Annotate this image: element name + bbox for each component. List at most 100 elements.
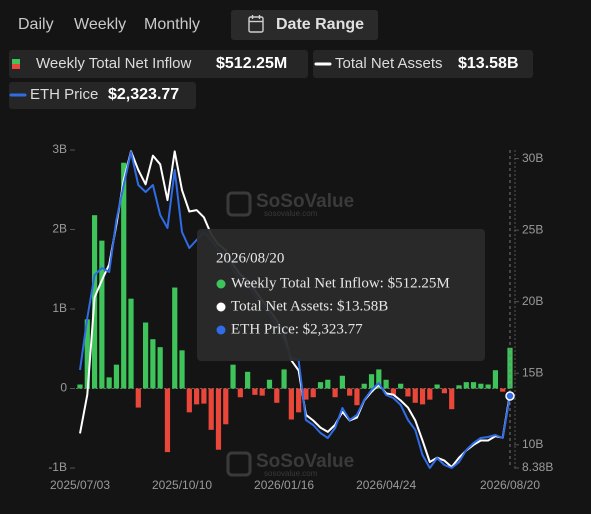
bar (427, 388, 433, 400)
bar (368, 374, 375, 389)
bar (128, 298, 134, 389)
bar (317, 382, 324, 389)
bar (106, 377, 112, 389)
tooltip-dot (216, 302, 226, 312)
bar (412, 388, 418, 403)
bar (332, 388, 338, 398)
bar (434, 384, 440, 389)
bar (157, 347, 163, 389)
bar (296, 388, 302, 413)
hover-point (505, 391, 515, 401)
tab[interactable]: Monthly (144, 16, 200, 33)
bar (361, 383, 367, 389)
bar (259, 388, 265, 396)
bar (470, 382, 477, 389)
y-tick-label: 3B (52, 142, 67, 156)
tooltip-item: Total Net Assets: $13.58B (231, 298, 388, 314)
bar (456, 385, 462, 389)
bar (463, 382, 469, 389)
y2-tick-label: 15B (522, 365, 543, 379)
y-tick-label: 0 (60, 381, 67, 395)
bar (390, 388, 396, 396)
watermark: SoSoValue (256, 451, 354, 472)
y2-tick-label: 8.38B (522, 460, 553, 474)
x-tick-label: 2026/01/16 (254, 478, 314, 492)
bar (113, 364, 120, 389)
legend-value: $13.58B (458, 55, 519, 72)
legend-label[interactable]: Total Net Assets (335, 55, 443, 72)
legend-chip[interactable] (9, 50, 308, 78)
bar (339, 375, 345, 389)
bar (208, 388, 214, 430)
legend-label[interactable]: ETH Price (30, 86, 98, 103)
bar (398, 383, 404, 389)
watermark: SoSoValue (256, 191, 354, 212)
bar (215, 388, 222, 450)
legend-icon (12, 64, 20, 69)
bar (376, 369, 382, 389)
y2-tick-label: 10B (522, 437, 543, 451)
bar (77, 384, 83, 389)
bar (485, 384, 491, 389)
bar (274, 388, 280, 403)
bar (223, 388, 229, 425)
watermark-logo (226, 191, 252, 217)
bar (492, 370, 499, 389)
tooltip-box (197, 229, 485, 361)
y2-tick-label: 30B (522, 151, 543, 165)
tooltip-dot (216, 279, 226, 289)
legend-icon (12, 59, 20, 64)
bar (449, 388, 455, 410)
x-tick-label: 2026/08/20 (480, 478, 540, 492)
tooltip-item: ETH Price: $2,323.77 (231, 321, 363, 337)
bar (266, 379, 273, 389)
bar (245, 371, 251, 389)
bar (354, 388, 360, 406)
bar (281, 369, 287, 389)
tooltip-dot (216, 325, 226, 335)
tab[interactable]: Daily (18, 16, 54, 33)
bar (201, 388, 207, 404)
bar (252, 388, 258, 395)
tooltip-item: Weekly Total Net Inflow: $512.25M (231, 275, 450, 291)
legend-value: $2,323.77 (108, 86, 179, 103)
bar (179, 350, 185, 389)
bar (310, 388, 316, 398)
y2-tick-label: 25B (522, 222, 543, 236)
watermark-logo (226, 451, 252, 477)
y-tick-label: 2B (52, 222, 67, 236)
legend-label[interactable]: Weekly Total Net Inflow (36, 55, 192, 72)
x-tick-label: 2025/10/10 (152, 478, 212, 492)
date-range-label[interactable]: Date Range (276, 16, 364, 33)
bar (419, 388, 426, 405)
date-range-button[interactable] (231, 10, 378, 40)
bar (303, 388, 309, 400)
legend-value: $512.25M (216, 55, 287, 72)
bar (194, 388, 200, 405)
bar (500, 388, 506, 392)
watermark-url: sosovalue.com (264, 469, 318, 478)
bar (142, 322, 149, 389)
y-tick-label: 1B (52, 301, 67, 315)
legend-chip[interactable] (313, 50, 533, 78)
bar (135, 388, 141, 408)
bar (325, 379, 331, 389)
bar (172, 287, 178, 389)
y2-tick-label: 20B (522, 294, 543, 308)
tab[interactable]: Weekly (74, 16, 126, 33)
x-tick-label: 2025/07/03 (50, 478, 110, 492)
tooltip-title: 2026/08/20 (216, 250, 284, 266)
bar (150, 339, 156, 389)
bar (164, 388, 171, 453)
bar (186, 388, 192, 413)
bar (230, 364, 236, 389)
bar (99, 240, 105, 389)
legend-chip[interactable] (9, 82, 196, 109)
bar (237, 388, 243, 398)
watermark-url: sosovalue.com (264, 209, 318, 218)
bar (84, 319, 90, 389)
calendar-icon (248, 15, 264, 33)
x-tick-label: 2026/04/24 (356, 478, 416, 492)
bar (441, 388, 448, 394)
